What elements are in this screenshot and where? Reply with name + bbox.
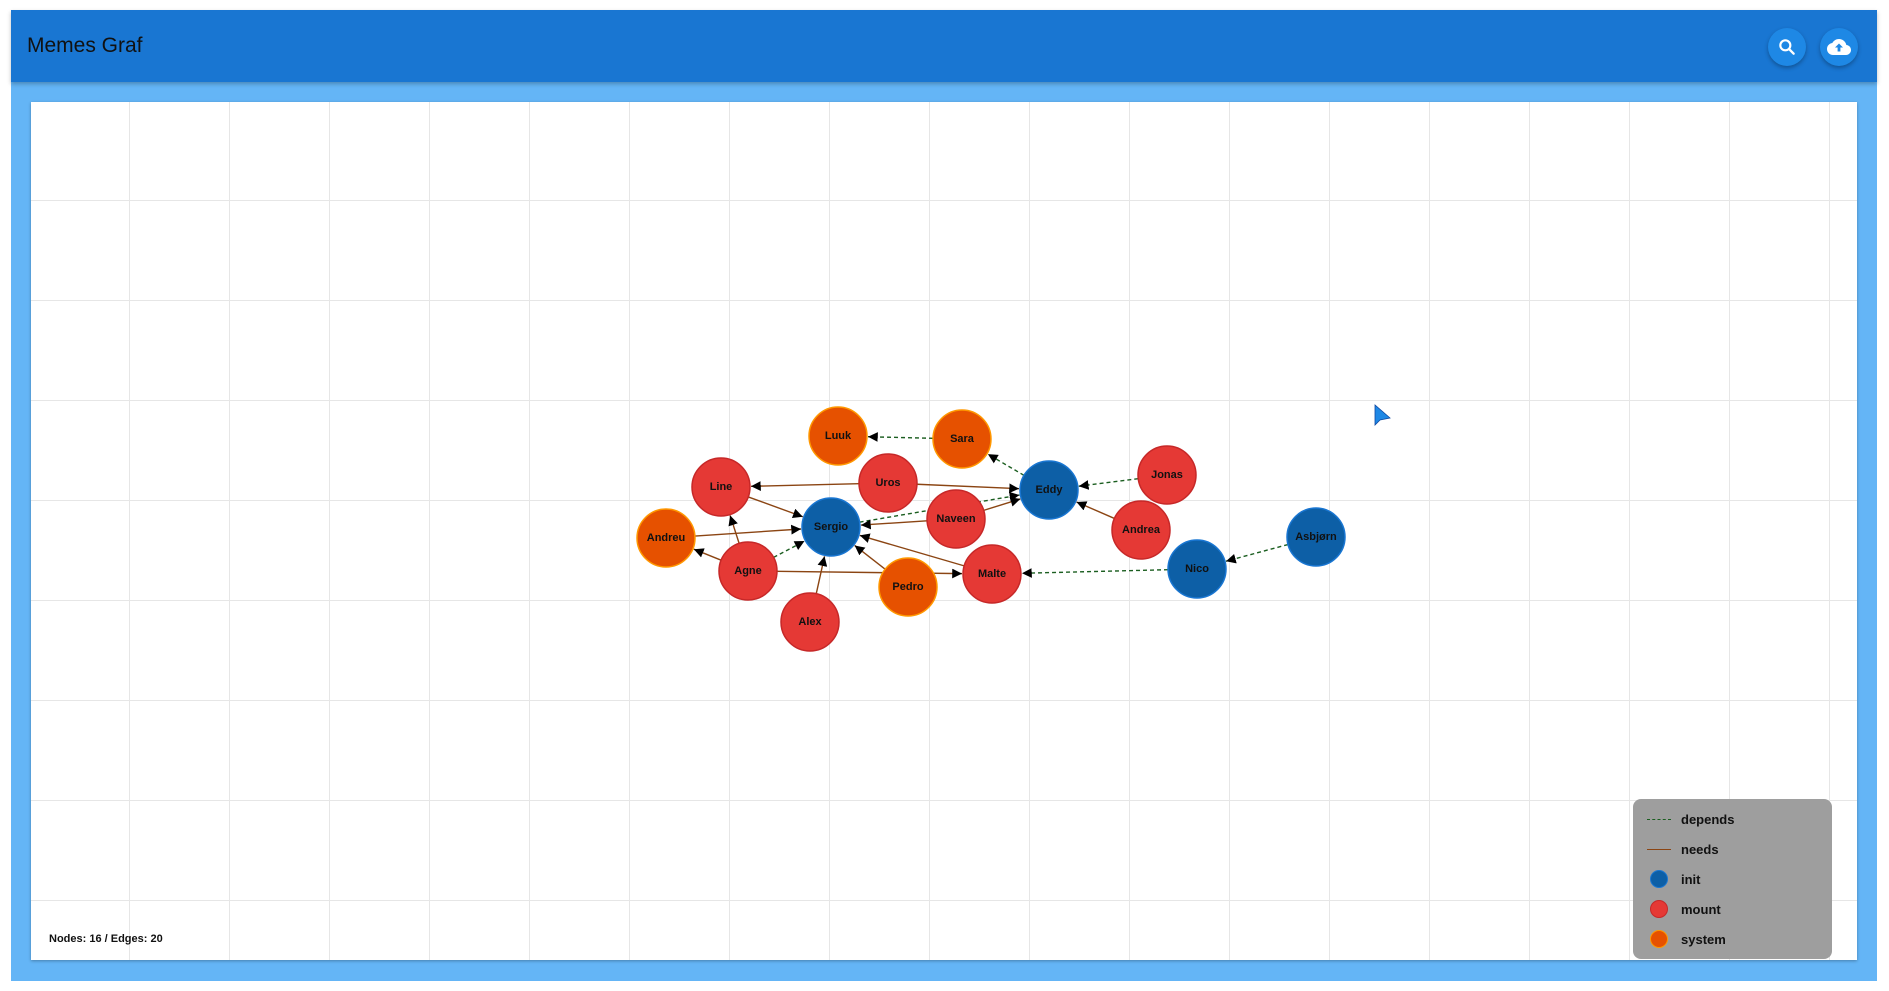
legend-item-system: system xyxy=(1647,929,1726,949)
pointer-cursor-icon xyxy=(1374,404,1391,426)
node-label: Nico xyxy=(1185,563,1209,575)
node-label: Eddy xyxy=(1036,484,1064,496)
node-circle[interactable] xyxy=(962,544,1022,604)
edge-eddy-sara[interactable] xyxy=(987,453,1025,476)
node-label: Naveen xyxy=(936,513,975,525)
node-label: Andrea xyxy=(1122,524,1161,536)
edge-andrea-eddy[interactable] xyxy=(1076,501,1115,520)
legend: depends needs init mount system xyxy=(1633,799,1832,959)
node-malte[interactable]: Malte xyxy=(962,544,1022,604)
node-andreu[interactable]: Andreu xyxy=(636,508,696,568)
node-label: Uros xyxy=(875,477,900,489)
edge-sara-luuk[interactable] xyxy=(867,432,934,442)
legend-label: mount xyxy=(1681,901,1721,917)
node-andrea[interactable]: Andrea xyxy=(1111,500,1171,560)
node-label: Agne xyxy=(734,565,762,577)
node-alex[interactable]: Alex xyxy=(780,592,840,652)
node-label: Andreu xyxy=(647,532,686,544)
legend-label: depends xyxy=(1681,811,1735,827)
node-nico[interactable]: Nico xyxy=(1167,539,1227,599)
node-label: Line xyxy=(710,481,733,493)
node-label: Luuk xyxy=(825,430,852,442)
init-dot-icon xyxy=(1650,870,1668,888)
node-luuk[interactable]: Luuk xyxy=(808,406,868,466)
cloud-upload-icon xyxy=(1827,39,1851,55)
node-label: Alex xyxy=(798,616,822,628)
edge-sergio-eddy[interactable] xyxy=(859,491,1020,523)
legend-item-needs: needs xyxy=(1647,839,1719,859)
search-button[interactable] xyxy=(1768,28,1806,66)
dashed-line-icon xyxy=(1647,818,1671,820)
edge-agne-line[interactable] xyxy=(728,515,740,544)
search-icon xyxy=(1779,39,1795,55)
node-label: Pedro xyxy=(892,581,923,593)
edge-malte-sergio[interactable] xyxy=(859,533,965,567)
node-circle[interactable] xyxy=(691,457,751,517)
graph-stats: Nodes: 16 / Edges: 20 xyxy=(49,933,163,945)
node-circle[interactable] xyxy=(801,497,861,557)
node-jonas[interactable]: Jonas xyxy=(1137,445,1197,505)
legend-label: system xyxy=(1681,931,1726,947)
edge-jonas-eddy[interactable] xyxy=(1078,477,1139,490)
node-circle[interactable] xyxy=(1167,539,1227,599)
node-circle[interactable] xyxy=(878,557,938,617)
node-circle[interactable] xyxy=(926,489,986,549)
node-circle[interactable] xyxy=(1286,507,1346,567)
node-circle[interactable] xyxy=(1019,460,1079,520)
node-circle[interactable] xyxy=(932,409,992,469)
upload-button[interactable] xyxy=(1820,28,1858,66)
node-circle[interactable] xyxy=(808,406,868,466)
node-eddy[interactable]: Eddy xyxy=(1019,460,1079,520)
edge-naveen-sergio[interactable] xyxy=(860,519,928,530)
node-pedro[interactable]: Pedro xyxy=(878,557,938,617)
node-asbjørn[interactable]: Asbjørn xyxy=(1286,507,1346,567)
edge-nico-malte[interactable] xyxy=(1021,568,1169,578)
node-uros[interactable]: Uros xyxy=(858,453,918,513)
app-title: Memes Graf xyxy=(27,34,143,57)
node-label: Jonas xyxy=(1151,469,1183,481)
edge-alex-sergio[interactable] xyxy=(815,556,828,594)
edge-uros-line[interactable] xyxy=(750,481,860,491)
edge-uros-eddy[interactable] xyxy=(916,483,1020,494)
node-label: Sergio xyxy=(814,521,849,533)
solid-line-icon xyxy=(1647,848,1671,850)
legend-item-init: init xyxy=(1647,869,1701,889)
legend-item-mount: mount xyxy=(1647,899,1721,919)
edge-agne-sergio[interactable] xyxy=(773,540,805,559)
node-agne[interactable]: Agne xyxy=(718,541,778,601)
edge-andreu-sergio[interactable] xyxy=(694,524,802,537)
app-bar: Memes Graf xyxy=(11,10,1877,82)
node-label: Sara xyxy=(950,433,975,445)
legend-item-depends: depends xyxy=(1647,809,1734,829)
graph-canvas[interactable]: Luuk Sara Uros Line Eddy Jonas Naveen Sergio And… xyxy=(31,102,1857,960)
edge-line-sergio[interactable] xyxy=(748,496,804,519)
nodes-layer: Luuk Sara Uros Line Eddy Jonas Naveen Sergio And… xyxy=(636,406,1346,652)
edge-naveen-eddy[interactable] xyxy=(983,497,1021,512)
node-circle[interactable] xyxy=(1137,445,1197,505)
node-naveen[interactable]: Naveen xyxy=(926,489,986,549)
node-sara[interactable]: Sara xyxy=(932,409,992,469)
legend-label: needs xyxy=(1681,841,1719,857)
graph-svg[interactable]: Luuk Sara Uros Line Eddy Jonas Naveen Sergio And… xyxy=(31,102,1857,960)
mount-dot-icon xyxy=(1650,900,1668,918)
node-circle[interactable] xyxy=(636,508,696,568)
node-line[interactable]: Line xyxy=(691,457,751,517)
app-window: Memes Graf Luuk Sara Uros Line Eddy Jonas Nave… xyxy=(11,10,1877,981)
edge-asbjørn-nico[interactable] xyxy=(1225,543,1289,564)
system-dot-icon xyxy=(1650,930,1668,948)
edge-agne-andreu[interactable] xyxy=(693,548,722,561)
node-circle[interactable] xyxy=(718,541,778,601)
legend-label: init xyxy=(1681,871,1701,887)
node-circle[interactable] xyxy=(780,592,840,652)
edge-pedro-sergio[interactable] xyxy=(854,544,886,570)
node-label: Malte xyxy=(978,568,1006,580)
node-sergio[interactable]: Sergio xyxy=(801,497,861,557)
node-label: Asbjørn xyxy=(1295,531,1337,543)
node-circle[interactable] xyxy=(858,453,918,513)
node-circle[interactable] xyxy=(1111,500,1171,560)
